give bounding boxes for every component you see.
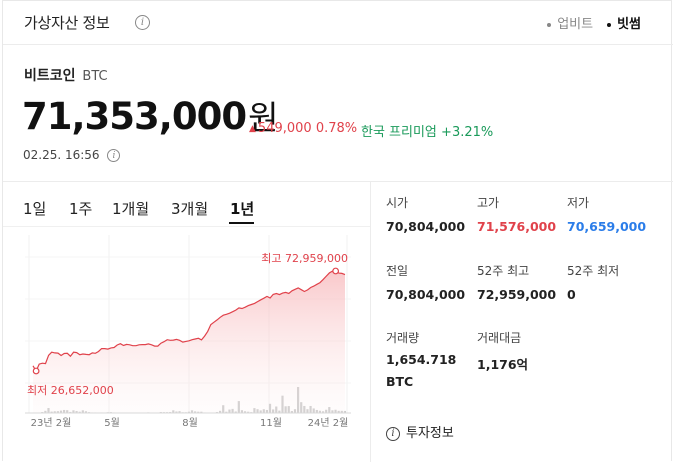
source-upbit[interactable]: 업비트 [547,13,593,32]
exchange-selector: 업비트 빗썸 [533,13,641,32]
tab-1w[interactable]: 1주 [69,198,92,219]
info-icon: i [386,427,400,441]
info-icon[interactable]: i [107,149,120,162]
stat-value: 72,959,000 [477,287,567,302]
x-axis: 23년 2월 5월 8월 11월 24년 2월 [31,417,349,429]
stat-high: 고가 71,576,000 [477,194,567,234]
invest-info-label: 투자정보 [406,426,454,441]
x-tick-label: 24년 2월 [308,417,349,429]
stat-value: 70,804,000 [386,219,476,234]
bullet-icon [547,23,551,27]
price-value: 71,353,000 [22,95,246,138]
coin-symbol: BTC [82,69,107,84]
timestamp-text: 02.25. 16:56 [23,148,100,162]
tab-3m[interactable]: 3개월 [171,198,208,219]
divider [370,182,371,462]
stat-prev-close: 전일 70,804,000 [386,262,476,302]
stat-value: 1,176억 [477,354,567,373]
stat-low: 저가 70,659,000 [567,194,657,234]
source-label: 업비트 [557,17,593,32]
coin-name-text: 비트코인 [24,68,76,84]
x-tick-label: 23년 2월 [31,417,72,429]
high-label: 최고 72,959,000 [261,252,348,265]
stat-value: 70,659,000 [567,219,657,234]
stat-value: 0 [567,287,657,302]
stat-label: 전일 [386,262,476,279]
stat-trade-value: 거래대금 1,176억 [477,329,567,373]
source-label: 빗썸 [617,17,641,32]
tab-1m[interactable]: 1개월 [112,198,149,219]
card-header: 가상자산 정보 i 업비트 빗썸 [3,1,673,45]
divider [3,181,673,182]
current-price: 71,353,000원 [22,91,277,139]
stat-label: 52주 최고 [477,262,567,279]
low-point-marker [33,368,39,374]
stat-label: 시가 [386,194,476,211]
stat-open: 시가 70,804,000 [386,194,476,234]
stat-value: 1,654.718 BTC [386,349,476,393]
change-amount: 549,000 [258,121,312,136]
high-point-marker [333,268,339,274]
change-percent: 0.78% [316,121,357,136]
stat-volume: 거래량 1,654.718 BTC [386,329,476,393]
x-tick-label: 8월 [182,417,198,429]
tab-1y[interactable]: 1년 [230,198,254,219]
invest-info-link[interactable]: i 투자정보 [386,422,454,441]
coin-name: 비트코인 BTC [24,65,108,85]
source-bithumb[interactable]: 빗썸 [607,13,641,32]
up-triangle-icon: ▲ [249,124,256,134]
stat-label: 거래대금 [477,329,567,346]
x-tick-label: 11월 [260,417,282,429]
active-tab-indicator [229,222,254,224]
stat-label: 거래량 [386,329,476,346]
premium-label: 한국 프리미엄 [361,125,437,140]
timestamp: 02.25. 16:56 i [23,148,120,162]
korea-premium: 한국 프리미엄 +3.21% [361,121,493,140]
tab-1d[interactable]: 1일 [23,198,46,219]
card-title: 가상자산 정보 [24,12,109,33]
stat-label: 52주 최저 [567,262,657,279]
premium-value: +3.21% [441,125,493,140]
stat-value: 70,804,000 [386,287,476,302]
stat-52w-high: 52주 최고 72,959,000 [477,262,567,302]
stat-52w-low: 52주 최저 0 [567,262,657,302]
price-chart[interactable]: 최고 72,959,000 최저 26,652,000 23년 2월 5월 8월 11… [3,227,370,462]
stat-label: 고가 [477,194,567,211]
low-label: 최저 26,652,000 [27,384,114,397]
info-icon[interactable]: i [135,15,150,30]
stat-label: 저가 [567,194,657,211]
bullet-icon [607,23,611,27]
x-tick-label: 5월 [104,417,120,429]
price-change: ▲549,000 0.78% [249,121,357,136]
stat-value: 71,576,000 [477,219,567,234]
